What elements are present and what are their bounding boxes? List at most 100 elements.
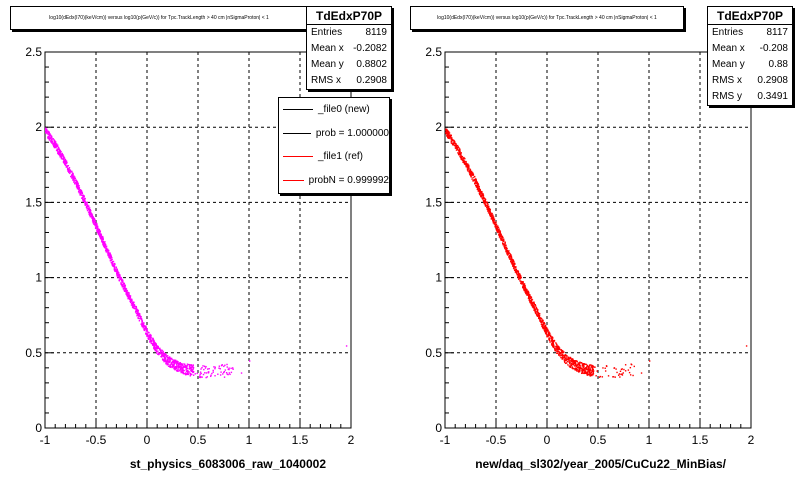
data-point bbox=[172, 366, 174, 368]
data-point bbox=[100, 233, 102, 236]
data-point bbox=[541, 319, 544, 321]
data-point bbox=[150, 337, 152, 339]
data-point bbox=[505, 244, 507, 246]
data-point bbox=[180, 366, 182, 369]
data-point bbox=[167, 363, 169, 366]
data-point bbox=[518, 273, 521, 275]
data-point bbox=[214, 366, 216, 368]
data-point bbox=[548, 333, 550, 336]
data-point bbox=[551, 338, 553, 340]
data-point bbox=[183, 363, 185, 365]
data-point bbox=[484, 202, 487, 204]
data-point bbox=[77, 188, 79, 190]
data-point bbox=[136, 313, 138, 315]
data-point bbox=[572, 359, 574, 362]
data-point bbox=[568, 360, 570, 363]
data-point bbox=[116, 269, 118, 271]
data-point bbox=[192, 367, 194, 370]
data-point bbox=[152, 342, 155, 345]
data-point bbox=[470, 173, 472, 175]
x-tick-label: 0 bbox=[144, 433, 151, 447]
data-point bbox=[587, 367, 590, 370]
data-point bbox=[470, 171, 473, 174]
data-point bbox=[148, 334, 151, 337]
data-point bbox=[511, 261, 514, 263]
data-point bbox=[175, 364, 178, 366]
data-point bbox=[218, 367, 220, 369]
data-point bbox=[582, 366, 584, 369]
stats-row: RMS y 0.3491 bbox=[708, 89, 792, 105]
data-point bbox=[558, 353, 561, 355]
data-point bbox=[588, 372, 591, 374]
data-point bbox=[571, 360, 573, 363]
data-point bbox=[530, 296, 532, 298]
data-point bbox=[624, 364, 627, 366]
data-point bbox=[59, 153, 61, 155]
data-point bbox=[94, 224, 96, 227]
data-point bbox=[208, 367, 210, 370]
data-point bbox=[170, 357, 172, 360]
data-point bbox=[629, 366, 632, 369]
data-point bbox=[117, 275, 119, 278]
data-point bbox=[161, 355, 163, 357]
data-point bbox=[518, 277, 521, 280]
data-point bbox=[468, 172, 471, 174]
data-point bbox=[566, 355, 568, 357]
data-point bbox=[487, 203, 489, 206]
data-point bbox=[579, 369, 581, 371]
data-point bbox=[61, 153, 63, 156]
data-point bbox=[566, 362, 568, 364]
data-point bbox=[464, 157, 466, 160]
data-point bbox=[504, 244, 506, 247]
data-point bbox=[571, 362, 573, 364]
data-point bbox=[469, 173, 471, 176]
data-point bbox=[499, 230, 501, 232]
data-point bbox=[523, 285, 525, 288]
data-point bbox=[161, 358, 164, 360]
data-point bbox=[165, 355, 168, 358]
data-point bbox=[649, 360, 651, 362]
data-point bbox=[561, 351, 564, 353]
data-point bbox=[466, 167, 469, 169]
data-point bbox=[177, 370, 179, 372]
data-point bbox=[463, 156, 465, 159]
data-point bbox=[58, 148, 60, 151]
data-point bbox=[79, 193, 82, 195]
data-point bbox=[590, 373, 592, 375]
data-point bbox=[192, 366, 194, 368]
data-point bbox=[497, 229, 499, 231]
data-point bbox=[211, 372, 213, 375]
data-point bbox=[173, 366, 176, 368]
data-point bbox=[540, 320, 543, 323]
data-point bbox=[45, 129, 47, 132]
data-point bbox=[179, 362, 181, 364]
data-point bbox=[506, 251, 509, 253]
data-point bbox=[518, 275, 521, 278]
data-point bbox=[55, 149, 58, 152]
data-point bbox=[115, 266, 118, 268]
data-point bbox=[167, 365, 170, 367]
data-point bbox=[601, 376, 604, 378]
data-point bbox=[584, 363, 586, 365]
data-point bbox=[481, 193, 483, 195]
data-point bbox=[556, 348, 559, 350]
data-point bbox=[104, 245, 107, 247]
data-point bbox=[476, 181, 478, 183]
data-point bbox=[510, 262, 513, 264]
stats-row: Mean y 0.8802 bbox=[307, 57, 391, 73]
data-point bbox=[173, 367, 176, 370]
data-point bbox=[103, 245, 105, 248]
data-point bbox=[61, 158, 63, 160]
data-point bbox=[569, 366, 571, 368]
data-point bbox=[219, 368, 221, 370]
data-point bbox=[146, 334, 149, 337]
data-point bbox=[97, 233, 100, 235]
data-point bbox=[47, 137, 50, 140]
data-point bbox=[515, 270, 517, 272]
data-point bbox=[471, 172, 474, 174]
data-point bbox=[68, 171, 70, 174]
data-point bbox=[474, 182, 476, 185]
data-point bbox=[460, 158, 463, 160]
data-point bbox=[141, 324, 143, 327]
data-point bbox=[75, 183, 78, 186]
